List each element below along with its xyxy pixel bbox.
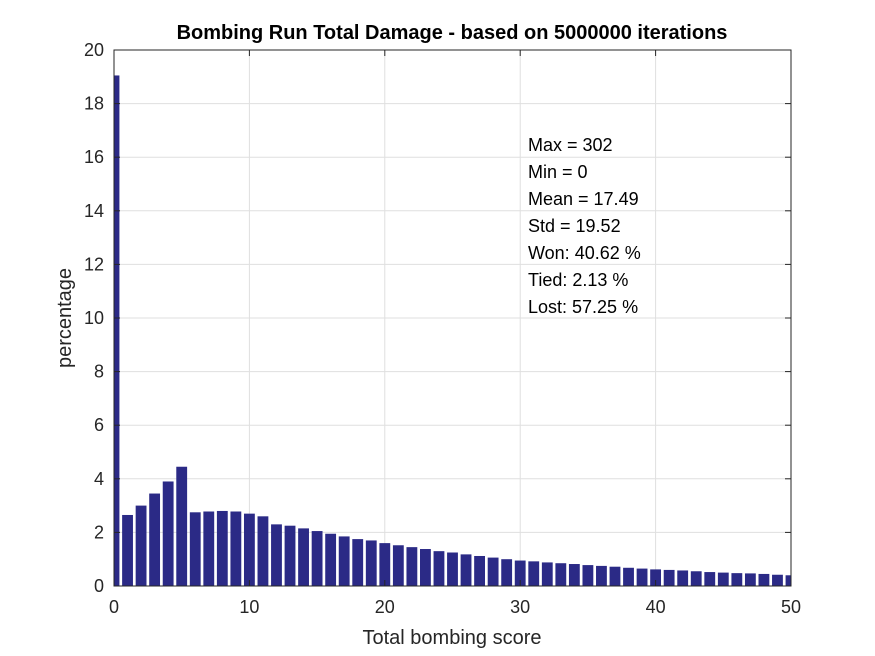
histogram-bar xyxy=(609,566,621,586)
histogram-bar xyxy=(433,551,445,586)
histogram-bar xyxy=(216,510,228,586)
histogram-bar xyxy=(447,552,458,586)
y-tick-label: 16 xyxy=(84,147,104,167)
histogram-bar xyxy=(271,524,282,586)
y-tick-label: 4 xyxy=(94,469,104,489)
histogram-bar xyxy=(636,568,648,586)
histogram-bar xyxy=(420,549,431,586)
stats-annotation: Max = 302 Min = 0 Mean = 17.49 Std = 19.… xyxy=(528,135,641,317)
stats-min: Min = 0 xyxy=(528,162,588,182)
x-tick-label: 40 xyxy=(646,597,666,617)
histogram-bar xyxy=(176,466,188,586)
x-tick-label: 0 xyxy=(109,597,119,617)
histogram-bar xyxy=(474,555,485,586)
x-tick-label: 10 xyxy=(239,597,259,617)
histogram-bar xyxy=(785,575,791,586)
x-tick-label: 20 xyxy=(375,597,395,617)
y-tick-labels: 0 2 4 6 8 10 12 14 16 18 20 xyxy=(84,40,104,596)
y-tick-label: 18 xyxy=(84,94,104,114)
histogram-bar xyxy=(460,554,472,586)
histogram-bar xyxy=(690,571,702,586)
y-tick-label: 14 xyxy=(84,201,104,221)
histogram-bar xyxy=(555,563,567,586)
y-tick-label: 6 xyxy=(94,415,104,435)
stats-mean: Mean = 17.49 xyxy=(528,189,639,209)
histogram-bar xyxy=(758,573,770,586)
histogram-bar xyxy=(149,493,161,586)
y-tick-label: 0 xyxy=(94,576,104,596)
histogram-bar xyxy=(406,547,418,586)
histogram-bar xyxy=(257,516,269,586)
histogram-bar xyxy=(338,536,350,586)
histogram-bar xyxy=(365,540,377,586)
stats-won: Won: 40.62 % xyxy=(528,243,641,263)
histogram-bar xyxy=(568,564,580,586)
y-tick-label: 20 xyxy=(84,40,104,60)
histogram-bar xyxy=(541,562,553,586)
axes xyxy=(113,49,792,587)
x-tick-label: 50 xyxy=(781,597,801,617)
chart-title: Bombing Run Total Damage - based on 5000… xyxy=(177,22,728,44)
histogram-bar xyxy=(352,539,364,586)
histogram-bar xyxy=(298,528,309,586)
histogram-bar xyxy=(189,512,201,586)
histogram-bar xyxy=(203,511,215,586)
histogram-bar xyxy=(650,569,662,586)
x-tick-label: 30 xyxy=(510,597,530,617)
histogram-bar xyxy=(717,572,729,586)
histogram-bar xyxy=(501,559,513,586)
histogram-bar xyxy=(528,561,540,586)
y-tick-label: 2 xyxy=(94,522,104,542)
histogram-bar xyxy=(704,572,716,586)
histogram-bar xyxy=(677,570,689,586)
histogram-bar xyxy=(325,533,337,586)
y-axis-label: percentage xyxy=(54,268,76,368)
histogram-bar xyxy=(772,574,783,586)
histogram-bar xyxy=(731,573,743,586)
histogram-bar xyxy=(663,569,675,586)
y-tick-label: 12 xyxy=(84,254,104,274)
histogram-bar xyxy=(514,560,526,586)
histogram-bar xyxy=(311,531,323,586)
bar-series xyxy=(114,75,791,587)
x-tick-labels: 0 10 20 30 40 50 xyxy=(109,597,801,617)
histogram-bar xyxy=(379,543,391,586)
histogram-bar xyxy=(596,565,607,586)
histogram-bar xyxy=(162,481,174,586)
y-tick-label: 10 xyxy=(84,308,104,328)
grid-lines xyxy=(113,49,792,587)
y-tick-label: 8 xyxy=(94,362,104,382)
histogram-bar xyxy=(487,557,499,586)
histogram-bar xyxy=(392,545,404,586)
histogram-bar xyxy=(744,573,756,586)
histogram-bar xyxy=(114,75,120,587)
stats-lost: Lost: 57.25 % xyxy=(528,297,638,317)
histogram-bar xyxy=(230,511,242,586)
histogram-bar xyxy=(284,525,296,586)
histogram-bar xyxy=(623,567,634,586)
histogram-bar xyxy=(582,565,594,586)
stats-max: Max = 302 xyxy=(528,135,613,155)
stats-std: Std = 19.52 xyxy=(528,216,621,236)
x-axis-label: Total bombing score xyxy=(363,627,542,649)
histogram-bar xyxy=(243,513,255,586)
histogram-bar xyxy=(135,505,147,586)
stats-tied: Tied: 2.13 % xyxy=(528,270,628,290)
histogram-bar xyxy=(122,514,133,586)
